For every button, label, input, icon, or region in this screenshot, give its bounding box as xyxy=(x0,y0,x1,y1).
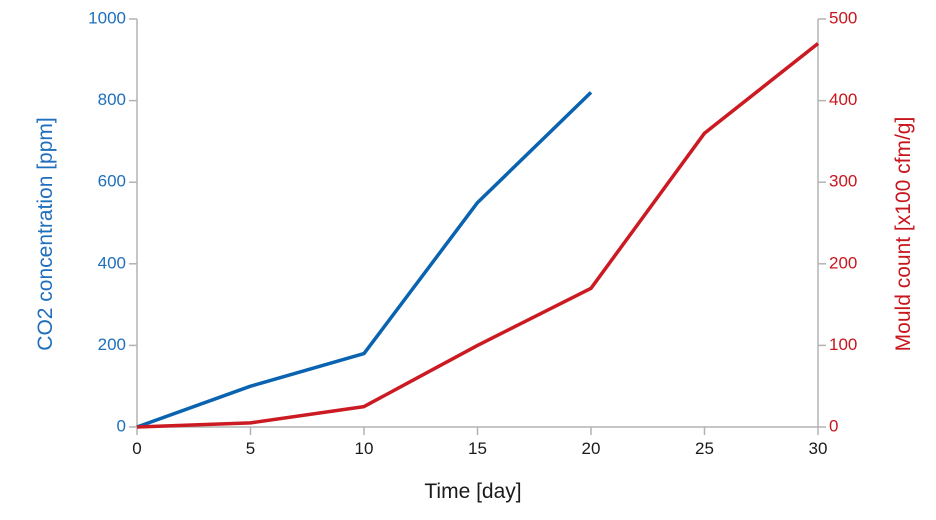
y-right-axis-title: Mould count [x100 cfm/g] xyxy=(892,117,915,352)
axes xyxy=(136,19,819,428)
mould-count-line xyxy=(136,42,820,429)
x-tick-label: 15 xyxy=(468,439,487,458)
tick-marks xyxy=(129,18,826,435)
y-left-tick-label: 600 xyxy=(98,172,126,191)
y-right-tick-label: 200 xyxy=(829,253,857,272)
x-tick-label: 30 xyxy=(809,439,828,458)
y-right-tick-label: 100 xyxy=(829,335,857,354)
y-right-tick-label: 400 xyxy=(829,90,857,109)
x-axis-title: Time [day] xyxy=(424,480,521,503)
x-tick-label: 0 xyxy=(132,439,141,458)
x-tick-label: 10 xyxy=(355,439,374,458)
series-lines xyxy=(136,42,820,429)
x-tick-label: 25 xyxy=(695,439,714,458)
co2-concentration-line xyxy=(136,91,593,429)
x-tick-label: 5 xyxy=(246,439,255,458)
y-right-tick-label: 300 xyxy=(829,172,857,191)
y-left-tick-label: 200 xyxy=(98,335,126,354)
tick-labels: 0 200 400 600 800 1000 0 100 200 300 400 500 0 5 10 15 2… xyxy=(88,8,857,458)
y-left-axis-title: CO2 concentration [ppm] xyxy=(34,117,57,350)
y-left-tick-label: 800 xyxy=(98,90,126,109)
y-left-tick-label: 1000 xyxy=(88,8,126,27)
x-tick-label: 20 xyxy=(582,439,601,458)
y-left-tick-label: 400 xyxy=(98,253,126,272)
y-left-tick-label: 0 xyxy=(117,416,126,435)
y-right-tick-label: 500 xyxy=(829,8,857,27)
y-right-tick-label: 0 xyxy=(829,416,838,435)
